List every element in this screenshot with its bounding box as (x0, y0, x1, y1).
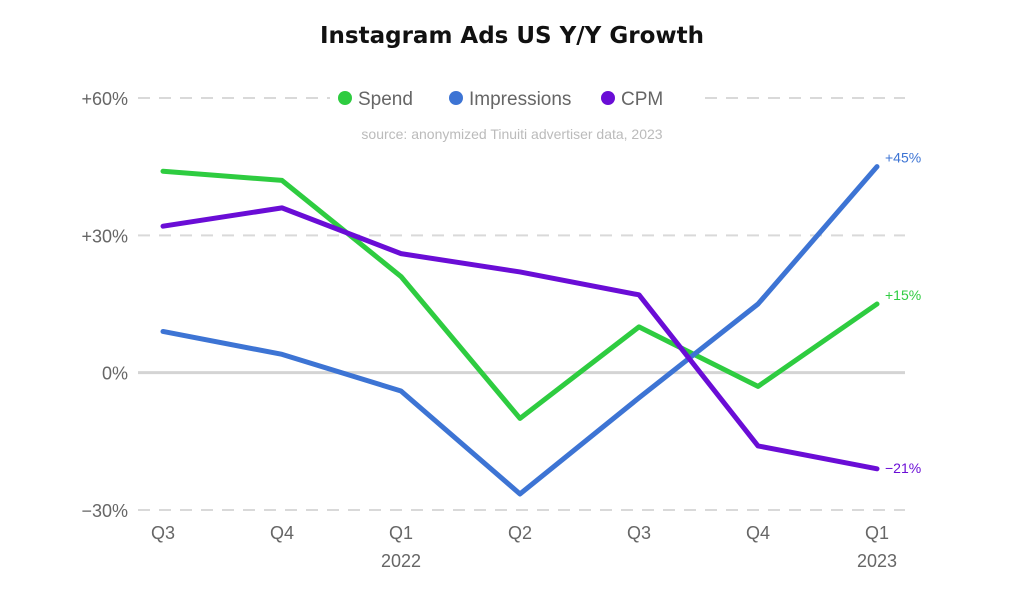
x-tick-label: Q4 (270, 523, 294, 543)
x-tick-label: Q1 (865, 523, 889, 543)
legend-label-impressions: Impressions (469, 89, 571, 110)
end-label-cpm: −21% (885, 460, 921, 476)
legend-background (330, 82, 700, 114)
gridlines (138, 97, 905, 511)
source-note: source: anonymized Tinuiti advertiser da… (361, 126, 662, 142)
chart-title: Instagram Ads US Y/Y Growth (320, 23, 704, 49)
y-tick-label: +30% (81, 226, 128, 246)
x-axis: Q3 Q4 Q1 2022 Q2 Q3 Q4 Q1 2023 (151, 523, 897, 571)
y-tick-label: −30% (81, 501, 128, 521)
legend-marker-spend (338, 91, 352, 105)
end-label-spend: +15% (885, 287, 921, 303)
y-tick-label: +60% (81, 89, 128, 109)
x-tick-label: Q4 (746, 523, 770, 543)
legend-marker-impressions (449, 91, 463, 105)
end-labels: +15% +45% −21% (885, 150, 921, 476)
x-tick-label: Q3 (627, 523, 651, 543)
y-tick-label: 0% (102, 364, 128, 384)
series-line-cpm (160, 205, 880, 472)
x-tick-year-label: 2023 (857, 551, 897, 571)
x-tick-label: Q1 (389, 523, 413, 543)
x-tick-year-label: 2022 (381, 551, 421, 571)
legend: Spend Impressions CPM (338, 89, 663, 110)
legend-label-spend: Spend (358, 89, 413, 110)
end-label-impressions: +45% (885, 150, 921, 166)
legend-marker-cpm (601, 91, 615, 105)
x-tick-label: Q3 (151, 523, 175, 543)
series-lines (160, 164, 880, 497)
y-axis: +60% +30% 0% −30% (81, 89, 128, 521)
legend-label-cpm: CPM (621, 89, 663, 110)
x-tick-label: Q2 (508, 523, 532, 543)
series-line-impressions (160, 164, 880, 497)
